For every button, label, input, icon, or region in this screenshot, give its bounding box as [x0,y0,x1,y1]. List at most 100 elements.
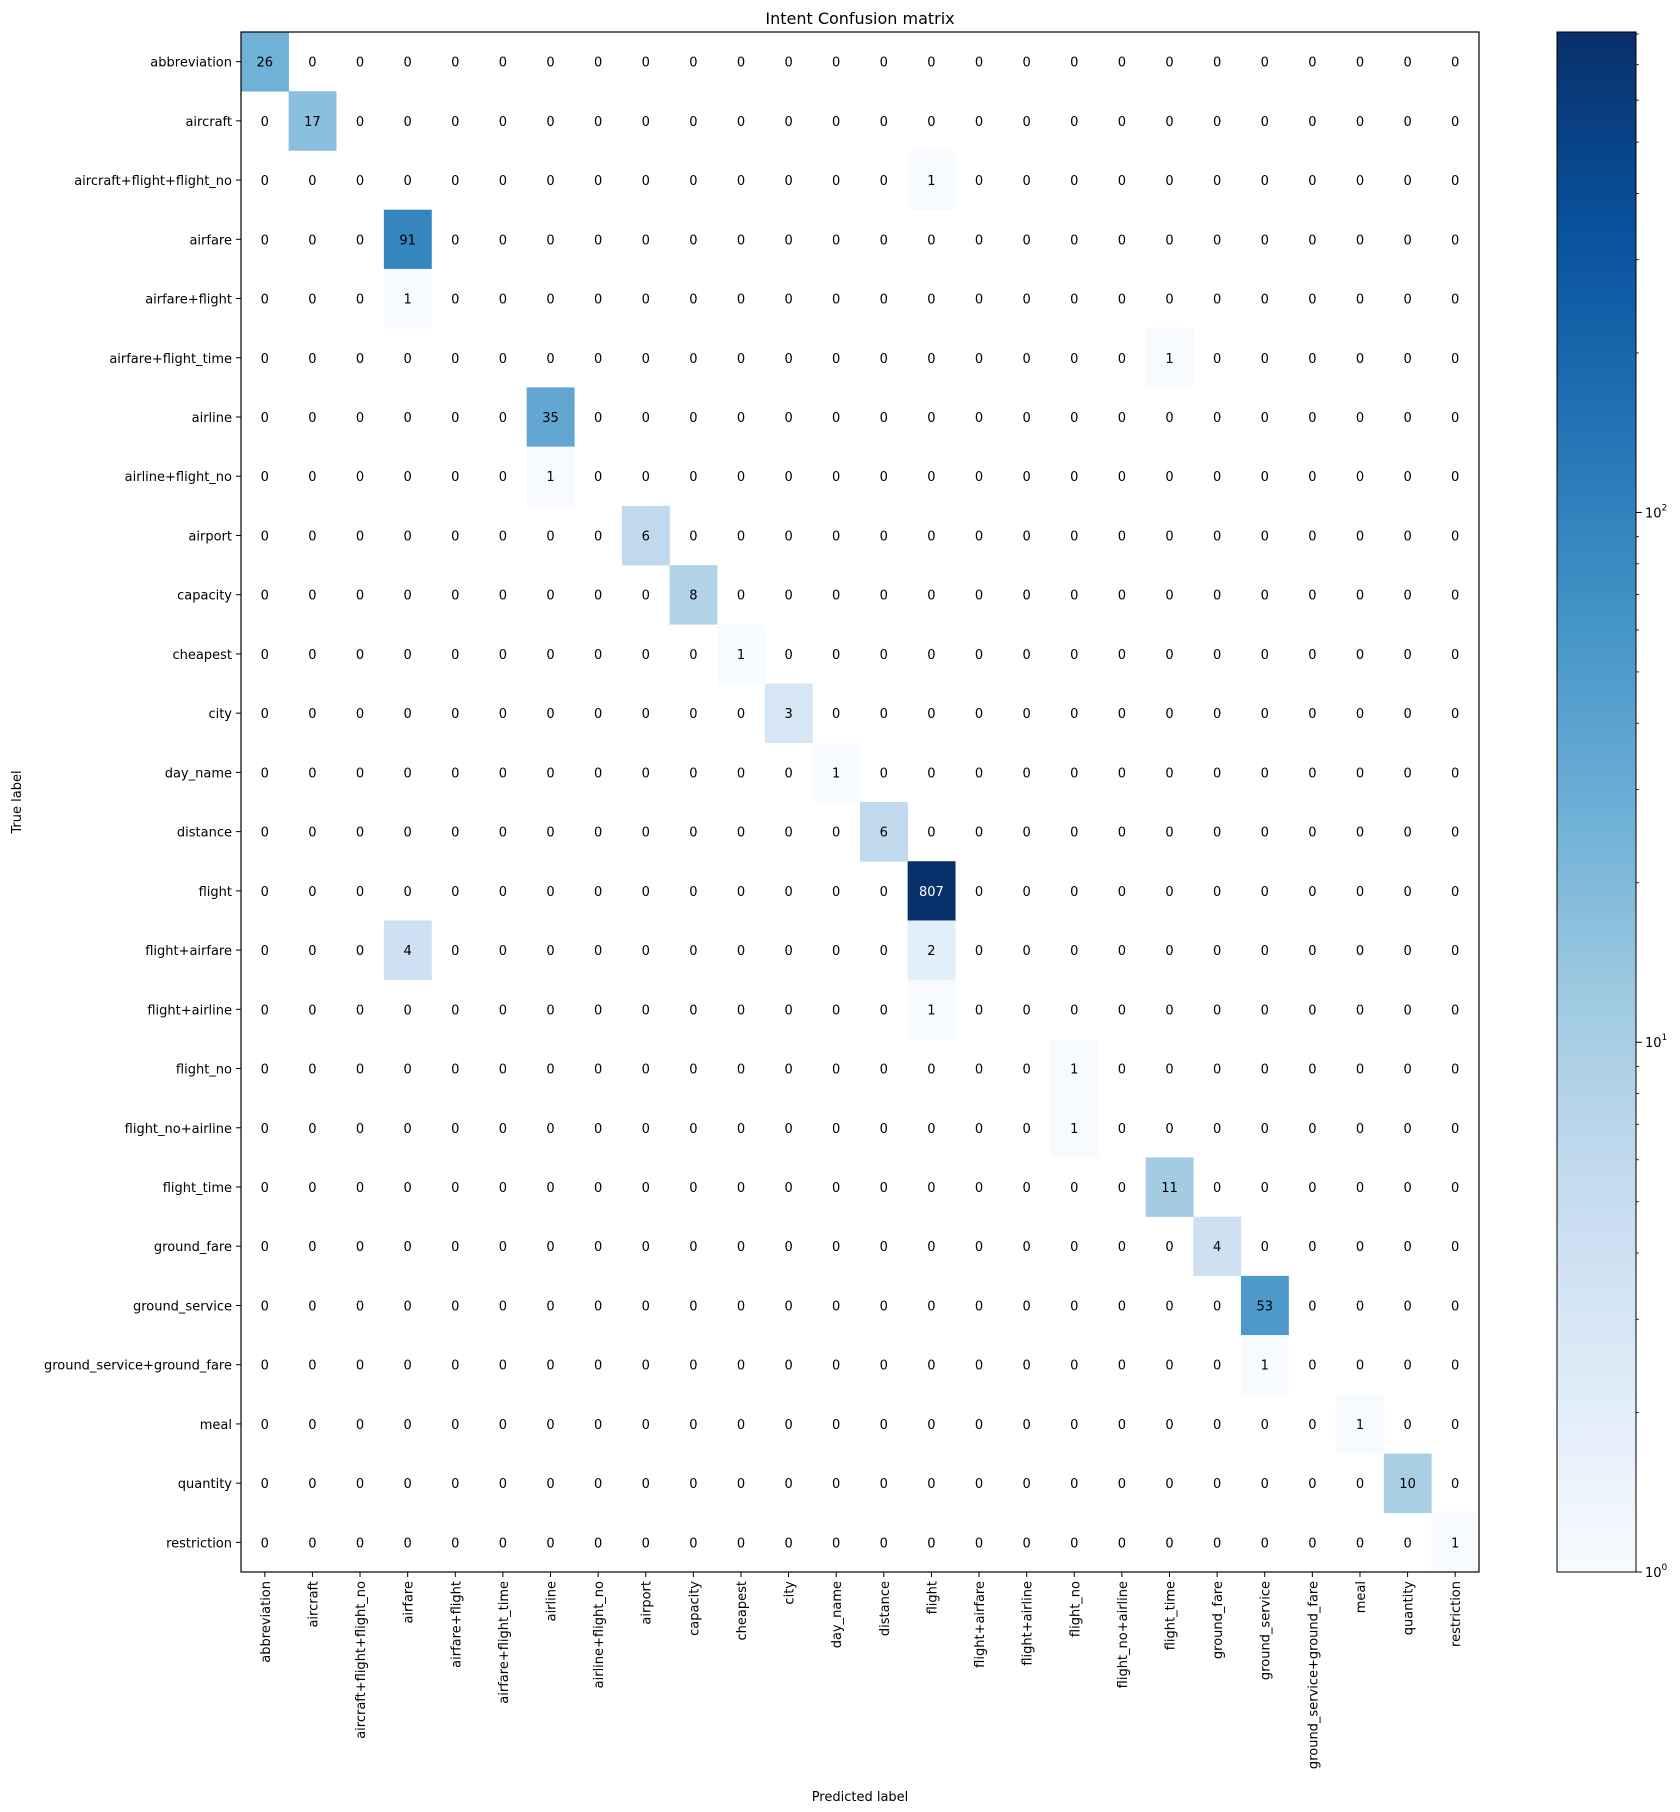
cell-value-zero: 0 [642,1181,650,1196]
cell-value-zero: 0 [1165,1418,1173,1433]
cell-value-zero: 0 [642,885,650,900]
y-tick-label: aircraft [185,115,232,130]
cell-value-zero: 0 [975,766,983,781]
y-tick-label: flight [199,885,232,900]
y-tick-label: aircraft+flight+flight_no [74,174,232,189]
cell-value-zero: 0 [784,529,792,544]
cell-value-zero: 0 [1165,233,1173,248]
cell-value-zero: 0 [832,1299,840,1314]
cell-value-zero: 0 [451,1240,459,1255]
cell-value: 4 [1213,1240,1221,1255]
heatmap-cell [288,91,337,151]
cell-value-zero: 0 [1308,293,1316,308]
cell-value-zero: 0 [1070,174,1078,189]
y-tick-label: airline [192,411,232,426]
cell-value-zero: 0 [1356,1122,1364,1137]
cell-value-zero: 0 [594,1359,602,1374]
cell-value-zero: 0 [1356,352,1364,367]
cell-value-zero: 0 [737,1359,745,1374]
cell-value-zero: 0 [404,115,412,130]
cell-value-zero: 0 [1451,589,1459,604]
cell-value-zero: 0 [1403,766,1411,781]
cell-value-zero: 0 [1165,1122,1173,1137]
cell-value-zero: 0 [1451,1122,1459,1137]
cell-value-zero: 0 [308,233,316,248]
cell-value-zero: 0 [880,233,888,248]
cell-value-zero: 0 [1356,293,1364,308]
cell-value-zero: 0 [784,1181,792,1196]
cell-value-zero: 0 [927,589,935,604]
cell-value-zero: 0 [1213,1181,1221,1196]
cell-value-zero: 0 [1165,1240,1173,1255]
cell-value: 1 [1451,1536,1459,1551]
cell-value-zero: 0 [451,174,459,189]
cell-value-zero: 0 [594,707,602,722]
cell-value-zero: 0 [975,56,983,71]
cell-value-zero: 0 [1356,470,1364,485]
cell-value-zero: 0 [1118,115,1126,130]
cell-value-zero: 0 [1023,352,1031,367]
cell-value: 4 [404,944,412,959]
cell-value-zero: 0 [880,944,888,959]
cell-value-zero: 0 [880,707,888,722]
cell-value-zero: 0 [784,1536,792,1551]
cell-value-zero: 0 [1165,1003,1173,1018]
cell-value-zero: 0 [1118,1418,1126,1433]
cell-value-zero: 0 [546,1122,554,1137]
y-tick-label: distance [177,826,232,841]
cell-value-zero: 0 [832,1477,840,1492]
cell-value-zero: 0 [1403,1003,1411,1018]
cell-value-zero: 0 [356,115,364,130]
cell-value-zero: 0 [1213,1003,1221,1018]
cell-value-zero: 0 [1023,648,1031,663]
cell-value-zero: 0 [975,1122,983,1137]
cell-value-zero: 0 [689,826,697,841]
cell-value-zero: 0 [642,1477,650,1492]
x-tick-label: airfare+flight [449,1581,464,1668]
cell-value-zero: 0 [689,1536,697,1551]
cell-value-zero: 0 [451,1359,459,1374]
x-tick-label: aircraft [306,1581,321,1628]
cell-value-zero: 0 [594,589,602,604]
cell-value-zero: 0 [1356,1181,1364,1196]
cell-value-zero: 0 [1308,1003,1316,1018]
heatmap-cell [1193,1216,1242,1277]
cell-value-zero: 0 [1118,56,1126,71]
cell-value-zero: 0 [499,1063,507,1078]
cell-value-zero: 0 [975,233,983,248]
cell-value-zero: 0 [1403,707,1411,722]
x-tick-label: flight_no+airline [1116,1581,1131,1688]
cell-value-zero: 0 [1261,115,1269,130]
cell-value-zero: 0 [451,944,459,959]
cell-value-zero: 0 [1070,411,1078,426]
cell-value-zero: 0 [784,648,792,663]
cell-value-zero: 0 [594,352,602,367]
cell-value-zero: 0 [1356,885,1364,900]
cell-value-zero: 0 [1213,470,1221,485]
cell-value-zero: 0 [689,174,697,189]
cell-value-zero: 0 [1070,826,1078,841]
cell-value-zero: 0 [927,1299,935,1314]
cell-value-zero: 0 [784,56,792,71]
cell-value-zero: 0 [404,56,412,71]
cell-value-zero: 0 [880,56,888,71]
cell-value-zero: 0 [356,233,364,248]
cell-value-zero: 0 [737,885,745,900]
cell-value-zero: 0 [642,1418,650,1433]
cell-value-zero: 0 [1403,1181,1411,1196]
cell-value: 1 [1356,1418,1364,1433]
cell-value-zero: 0 [308,1299,316,1314]
cell-value-zero: 0 [689,293,697,308]
cell-value-zero: 0 [308,1477,316,1492]
cell-value-zero: 0 [451,1418,459,1433]
cell-value-zero: 0 [784,1122,792,1137]
cell-value: 1 [927,174,935,189]
cell-value-zero: 0 [880,1003,888,1018]
cell-value-zero: 0 [880,293,888,308]
cell-value-zero: 0 [1118,1359,1126,1374]
cell-value-zero: 0 [404,470,412,485]
cell-value-zero: 0 [261,1122,269,1137]
x-tick-label: day_name [830,1581,845,1648]
cell-value-zero: 0 [1118,470,1126,485]
cell-value-zero: 0 [1070,766,1078,781]
